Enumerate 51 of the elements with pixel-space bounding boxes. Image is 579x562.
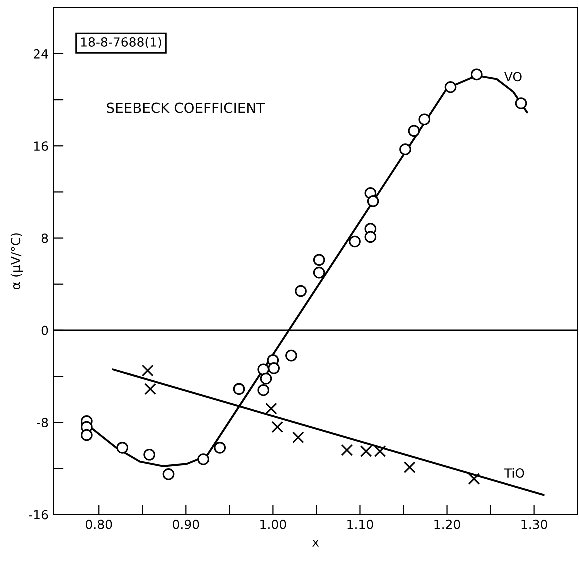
point	[360, 446, 372, 458]
y-tick-label: 24	[34, 49, 48, 59]
annotation: 18-8-7688(1)	[81, 37, 162, 48]
point	[162, 468, 175, 480]
point	[292, 432, 304, 444]
point	[367, 196, 380, 208]
x-tick-label: 1.20	[434, 520, 460, 530]
point	[468, 473, 480, 485]
point	[400, 144, 412, 156]
point	[470, 68, 483, 81]
x-tick-label: 0.80	[86, 520, 112, 530]
y-tick-label: 8	[42, 234, 48, 244]
point	[313, 254, 326, 266]
point	[444, 81, 457, 94]
point	[408, 125, 420, 138]
x-tick-label: 1.30	[522, 520, 548, 530]
point	[286, 350, 298, 362]
y-tick-label: -16	[29, 510, 48, 520]
annotation: SEEBECK COEFFICIENT	[107, 102, 266, 114]
series-label: VO	[504, 72, 522, 82]
x-tick-label: 1.00	[260, 520, 286, 530]
x-tick-label: 0.90	[173, 520, 200, 530]
y-axis-title: α (μV/°C)	[10, 234, 24, 290]
point	[404, 462, 416, 474]
point	[144, 383, 156, 396]
point	[144, 448, 156, 461]
point	[142, 364, 154, 377]
point	[349, 236, 361, 248]
point	[364, 231, 377, 244]
point	[266, 402, 278, 415]
point	[214, 442, 226, 454]
point	[374, 446, 386, 458]
point	[272, 421, 284, 434]
point	[260, 372, 272, 385]
y-tick-label: 0	[42, 326, 48, 336]
point	[233, 383, 246, 396]
point	[341, 444, 354, 456]
y-tick-label: -8	[37, 418, 48, 428]
point	[268, 362, 280, 374]
x-axis-title: x	[312, 540, 320, 547]
y-tick-label: 16	[34, 142, 48, 152]
point	[258, 384, 270, 396]
point	[198, 454, 210, 466]
point	[515, 98, 528, 110]
point	[81, 429, 93, 442]
point	[313, 266, 326, 279]
point	[418, 114, 431, 126]
point	[116, 442, 129, 454]
x-tick-label: 1.10	[348, 520, 374, 530]
series-label: TiO	[504, 468, 524, 478]
point	[295, 285, 307, 298]
